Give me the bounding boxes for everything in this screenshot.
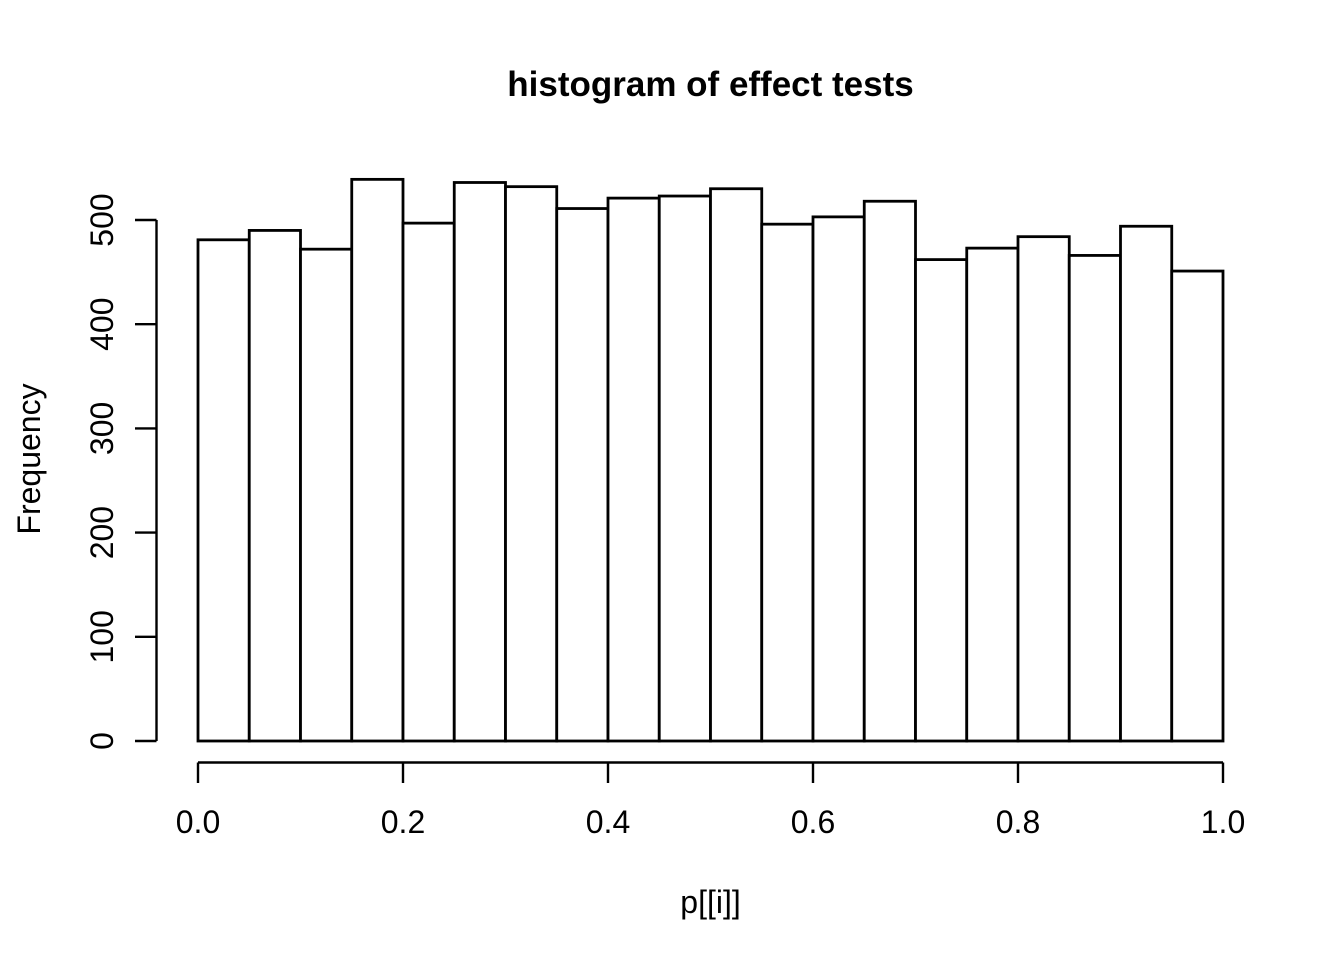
histogram-bar bbox=[452, 181, 507, 743]
y-axis-label: Frequency bbox=[11, 383, 47, 535]
y-axis-tick-label: 0 bbox=[84, 732, 120, 750]
histogram-bar bbox=[299, 247, 354, 743]
histogram-bar bbox=[350, 177, 405, 743]
histogram-bar bbox=[1016, 235, 1071, 743]
histogram-bar bbox=[1170, 269, 1225, 743]
histogram-bar bbox=[1119, 224, 1174, 743]
histogram-bar bbox=[555, 207, 610, 743]
y-axis-tick-label: 200 bbox=[84, 506, 120, 559]
histogram-bar bbox=[709, 187, 764, 743]
histogram-bar bbox=[504, 185, 559, 743]
histogram-bar bbox=[760, 222, 815, 743]
x-axis-tick-label: 0.2 bbox=[381, 804, 425, 840]
x-axis-tick-label: 1.0 bbox=[1201, 804, 1245, 840]
y-axis-tick-label: 100 bbox=[84, 610, 120, 663]
y-axis-tick-label: 300 bbox=[84, 402, 120, 455]
x-axis-tick-label: 0.6 bbox=[791, 804, 835, 840]
histogram-bar bbox=[1067, 254, 1122, 743]
histogram-bar bbox=[606, 196, 661, 743]
histogram-bar bbox=[196, 238, 251, 743]
y-axis-tick-label: 500 bbox=[84, 193, 120, 246]
histogram-bar bbox=[965, 246, 1020, 743]
histogram-bar bbox=[401, 221, 456, 743]
x-axis-tick-label: 0.8 bbox=[996, 804, 1040, 840]
histogram-bar bbox=[914, 258, 969, 743]
histogram-bar bbox=[657, 194, 712, 743]
histogram-bar bbox=[247, 229, 302, 743]
x-axis-tick-label: 0.0 bbox=[176, 804, 220, 840]
y-axis-tick-label: 400 bbox=[84, 298, 120, 351]
x-axis-label: p[[i]] bbox=[680, 884, 741, 920]
chart-title: histogram of effect tests bbox=[507, 65, 914, 104]
histogram-bar bbox=[811, 215, 866, 743]
histogram-bar bbox=[862, 199, 917, 743]
x-axis-tick-label: 0.4 bbox=[586, 804, 630, 840]
